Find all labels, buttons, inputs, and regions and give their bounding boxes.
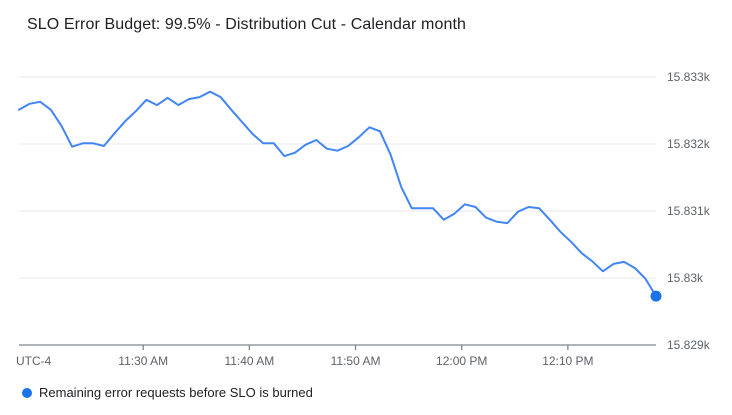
y-axis-tick-label: 15.833k (667, 70, 710, 84)
latest-value-dot (650, 290, 662, 302)
y-axis-tick-label: 15.829k (667, 338, 710, 352)
y-axis-tick-label: 15.831k (667, 204, 710, 218)
series-line (18, 90, 657, 298)
x-axis-tick-label: 11:30 AM (118, 354, 169, 368)
x-axis-tick-label: 11:50 AM (330, 354, 381, 368)
legend-series-label: Remaining error requests before SLO is b… (39, 385, 313, 400)
utc-offset-label: UTC-4 (16, 354, 52, 368)
x-axis-tick-label: 12:00 PM (436, 354, 488, 368)
y-axis-tick-label: 15.83k (667, 271, 704, 285)
x-axis-tick-label: 11:40 AM (224, 354, 275, 368)
legend-item[interactable]: Remaining error requests before SLO is b… (22, 385, 313, 400)
chart-title: SLO Error Budget: 99.5% - Distribution C… (27, 16, 466, 33)
x-axis-tick-label: 12:10 PM (542, 354, 594, 368)
y-axis-tick-label: 15.832k (667, 137, 710, 151)
legend-series-dot-icon (22, 387, 32, 398)
